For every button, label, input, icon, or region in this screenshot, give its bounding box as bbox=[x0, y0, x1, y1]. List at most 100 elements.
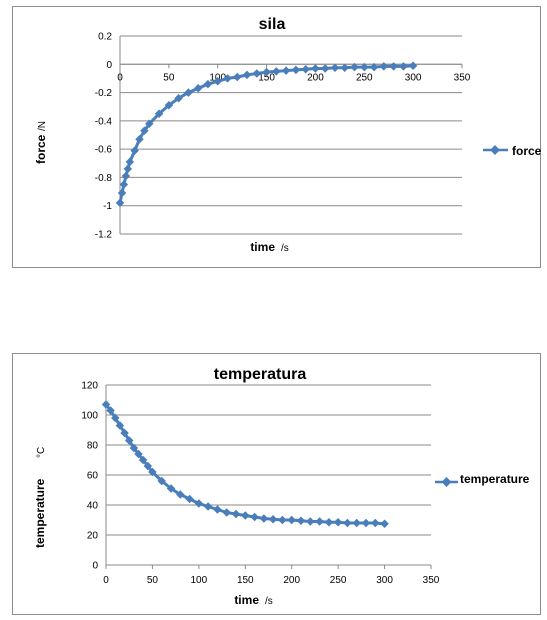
data-point bbox=[130, 146, 139, 155]
data-point bbox=[203, 79, 213, 89]
data-point bbox=[176, 490, 185, 499]
x-tick-label: 150 bbox=[237, 575, 254, 586]
data-point bbox=[262, 67, 271, 77]
data-point bbox=[106, 406, 115, 415]
y-tick-label: 40 bbox=[87, 501, 99, 512]
data-point bbox=[352, 518, 361, 528]
series-temperature bbox=[101, 400, 389, 529]
y-tick-label: -1 bbox=[103, 201, 112, 212]
x-axis-unit: /s bbox=[265, 596, 273, 607]
data-point bbox=[241, 511, 250, 520]
force-chart-panel: 0.20-0.2-0.4-0.6-0.8-1-1.2 0501001502002… bbox=[12, 6, 542, 268]
data-point bbox=[278, 515, 287, 525]
legend-marker bbox=[441, 477, 452, 487]
legend-marker bbox=[490, 145, 500, 155]
series-line bbox=[118, 64, 414, 204]
y-tick-label: -0.8 bbox=[95, 173, 113, 184]
x-tick-label: 100 bbox=[191, 575, 208, 586]
series-force bbox=[115, 61, 418, 208]
data-point bbox=[306, 517, 315, 526]
data-point bbox=[115, 198, 125, 208]
data-point bbox=[154, 109, 164, 119]
data-point bbox=[164, 101, 174, 110]
data-point bbox=[184, 88, 193, 97]
data-point bbox=[324, 518, 334, 527]
x-tick-label: 350 bbox=[454, 72, 471, 83]
data-point bbox=[135, 134, 144, 144]
data-point bbox=[101, 400, 111, 409]
data-point bbox=[111, 413, 120, 423]
data-point bbox=[157, 476, 166, 486]
x-tick-label: 50 bbox=[163, 72, 175, 83]
legend: force bbox=[483, 144, 542, 158]
x-tick-label: 50 bbox=[147, 575, 159, 586]
data-point bbox=[134, 449, 143, 459]
data-point bbox=[301, 64, 310, 74]
data-point bbox=[166, 484, 176, 493]
data-point bbox=[143, 461, 153, 471]
y-axis-label: force bbox=[34, 134, 48, 164]
data-point bbox=[343, 518, 352, 528]
data-point bbox=[123, 164, 133, 174]
data-point bbox=[174, 93, 183, 103]
x-tick-label: 200 bbox=[307, 72, 324, 83]
data-point bbox=[333, 518, 343, 527]
x-tick-label: 0 bbox=[103, 575, 109, 586]
data-point bbox=[193, 84, 203, 93]
data-point bbox=[287, 515, 296, 525]
y-tick-label: 0 bbox=[92, 561, 98, 572]
data-point bbox=[291, 65, 301, 75]
y-tick-label: -0.6 bbox=[95, 145, 113, 156]
data-point bbox=[121, 171, 131, 181]
data-point bbox=[340, 63, 349, 73]
temperature-chart-panel: 120 100 80 60 40 20 0 0 50 100 150 200 250 300 350 te… bbox=[12, 353, 541, 615]
x-tick-label: 300 bbox=[376, 575, 393, 586]
data-point bbox=[311, 64, 320, 73]
data-point bbox=[350, 62, 359, 72]
data-point bbox=[213, 505, 222, 514]
x-tick-label: 150 bbox=[258, 72, 275, 83]
data-point bbox=[242, 70, 252, 80]
data-point bbox=[259, 514, 269, 523]
y-tick-label: 20 bbox=[87, 531, 99, 542]
x-tick-label: 200 bbox=[283, 575, 300, 586]
y-axis-unit: °C bbox=[36, 447, 47, 458]
x-tick-label: 250 bbox=[356, 72, 373, 83]
y-axis-unit: /N bbox=[37, 121, 48, 131]
data-point bbox=[124, 436, 134, 445]
y-tick-label: -0.2 bbox=[95, 88, 113, 99]
data-point bbox=[223, 74, 232, 83]
y-tick-label: 0 bbox=[106, 60, 112, 71]
data-point bbox=[369, 62, 379, 72]
data-point bbox=[296, 516, 306, 526]
y-axis-label: temperature bbox=[33, 478, 47, 548]
chart-title: temperatura bbox=[214, 366, 307, 383]
data-point bbox=[371, 518, 380, 528]
data-point bbox=[185, 494, 194, 504]
x-tick-labels: 0 50 100 150 200 250 300 350 bbox=[103, 575, 440, 586]
data-point bbox=[379, 62, 389, 71]
x-tick-label: 300 bbox=[405, 72, 422, 83]
x-axis-unit: /s bbox=[281, 243, 289, 254]
data-point bbox=[272, 67, 281, 76]
data-point bbox=[361, 518, 371, 528]
data-point bbox=[233, 72, 242, 82]
data-point bbox=[268, 515, 278, 524]
data-point bbox=[408, 61, 418, 70]
data-point bbox=[117, 188, 127, 198]
legend-label: force bbox=[512, 144, 542, 158]
data-point bbox=[330, 63, 340, 73]
legend: temperature bbox=[435, 472, 530, 487]
data-point bbox=[129, 443, 139, 453]
data-point bbox=[140, 126, 149, 136]
force-chart: 0.20-0.2-0.4-0.6-0.8-1-1.2 0501001502002… bbox=[34, 16, 542, 254]
x-tick-label: 350 bbox=[423, 575, 440, 586]
data-point bbox=[194, 499, 204, 508]
gridlines bbox=[105, 384, 432, 569]
y-tick-labels: 0.2 0 -0.2 -0.4 -0.6 -0.8 -1 -1.2 bbox=[95, 32, 113, 241]
data-point bbox=[119, 180, 129, 189]
data-point bbox=[399, 62, 408, 71]
x-tick-label: 250 bbox=[330, 575, 347, 586]
